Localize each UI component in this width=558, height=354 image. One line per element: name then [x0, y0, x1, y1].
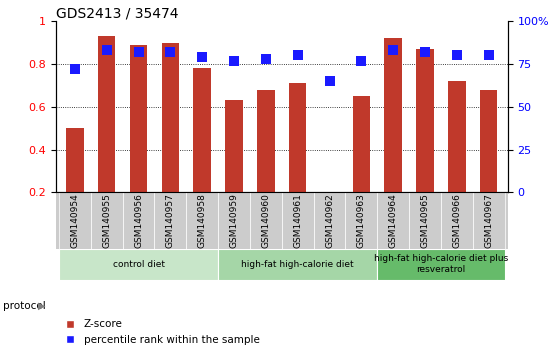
Text: GDS2413 / 35474: GDS2413 / 35474	[56, 6, 179, 20]
Text: GSM140959: GSM140959	[229, 193, 239, 248]
Bar	[59, 193, 91, 249]
Text: GSM140967: GSM140967	[484, 193, 493, 248]
Bar	[282, 193, 314, 249]
Point	[325, 78, 334, 84]
Text: GSM140966: GSM140966	[453, 193, 461, 248]
Text: GSM140958: GSM140958	[198, 193, 206, 248]
Bar	[289, 83, 306, 193]
Bar	[409, 193, 441, 249]
Bar	[480, 90, 497, 193]
Point	[229, 58, 238, 63]
Bar	[59, 249, 218, 280]
Text: control diet: control diet	[113, 259, 165, 269]
Point	[357, 58, 366, 63]
Legend: Z-score, percentile rank within the sample: Z-score, percentile rank within the samp…	[55, 315, 263, 349]
Bar	[441, 193, 473, 249]
Point	[389, 47, 398, 53]
Point	[70, 66, 79, 72]
Bar	[377, 249, 504, 280]
Text: GSM140964: GSM140964	[389, 193, 398, 248]
Bar	[66, 128, 84, 193]
Bar	[194, 68, 211, 193]
Bar	[353, 96, 370, 193]
Text: GSM140961: GSM140961	[293, 193, 302, 248]
Point	[294, 53, 302, 58]
Bar	[345, 193, 377, 249]
Bar	[416, 49, 434, 193]
Text: protocol: protocol	[3, 301, 46, 311]
Bar	[384, 38, 402, 193]
Text: GSM140956: GSM140956	[134, 193, 143, 248]
Bar	[218, 193, 250, 249]
Bar	[130, 45, 147, 193]
Bar	[314, 193, 345, 249]
Bar	[98, 36, 116, 193]
Bar	[155, 193, 186, 249]
Point	[261, 56, 270, 62]
Bar	[91, 193, 123, 249]
Text: high-fat high-calorie diet plus
resveratrol: high-fat high-calorie diet plus resverat…	[374, 255, 508, 274]
Point	[134, 49, 143, 55]
Bar	[377, 193, 409, 249]
Text: GSM140962: GSM140962	[325, 193, 334, 248]
Bar	[162, 42, 179, 193]
Point	[198, 55, 206, 60]
Text: GSM140963: GSM140963	[357, 193, 366, 248]
Bar	[448, 81, 465, 193]
Text: high-fat high-calorie diet: high-fat high-calorie diet	[242, 259, 354, 269]
Text: GSM140965: GSM140965	[421, 193, 430, 248]
Text: GSM140957: GSM140957	[166, 193, 175, 248]
Text: GSM140960: GSM140960	[261, 193, 271, 248]
Point	[102, 47, 111, 53]
Point	[484, 53, 493, 58]
Text: GSM140955: GSM140955	[102, 193, 111, 248]
Bar	[225, 101, 243, 193]
Bar	[123, 193, 155, 249]
Point	[421, 49, 430, 55]
Point	[453, 53, 461, 58]
Bar	[257, 90, 275, 193]
Bar	[218, 249, 377, 280]
Bar	[250, 193, 282, 249]
Text: ▶: ▶	[38, 301, 45, 311]
Point	[166, 49, 175, 55]
Bar	[473, 193, 504, 249]
Bar	[186, 193, 218, 249]
Text: GSM140954: GSM140954	[70, 193, 79, 248]
